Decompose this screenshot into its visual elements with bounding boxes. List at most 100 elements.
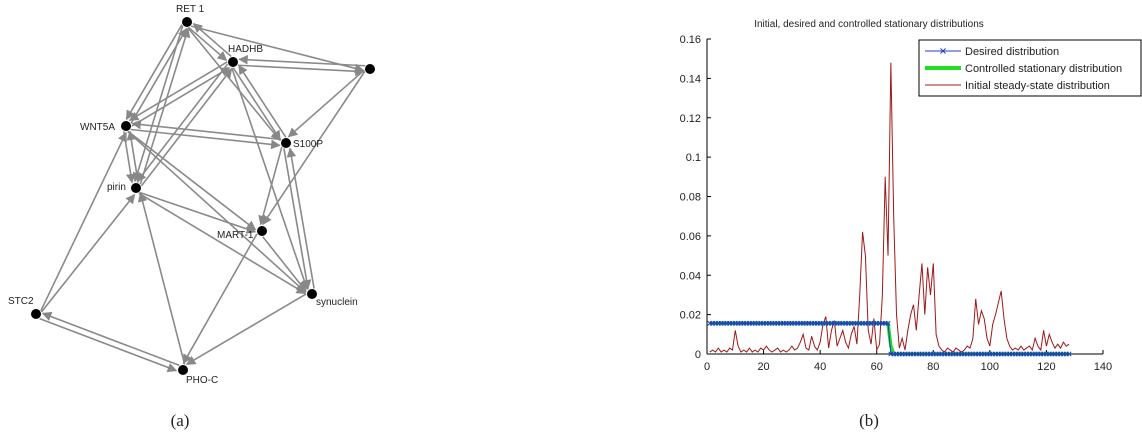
edge-hadhb-to-unlabeled <box>237 64 365 77</box>
desired-marker <box>885 320 891 326</box>
chart-series <box>707 62 1072 357</box>
legend-label: Initial steady-state distribution <box>965 80 1110 92</box>
caption-b: (b) <box>859 411 879 430</box>
edge-pirin-to-mart1 <box>139 191 257 234</box>
node-label: HADHB <box>228 44 263 55</box>
node-dot <box>131 183 141 193</box>
node-label: RET 1 <box>176 4 205 15</box>
edge-stc2-to-phoc <box>39 317 178 373</box>
edge-wnt5a-to-hadhb <box>131 66 231 127</box>
node-label: synuclein <box>316 297 358 308</box>
y-tick-label: 0.02 <box>680 310 701 322</box>
node-s100p: S100P <box>281 138 323 150</box>
legend-marker <box>940 48 946 54</box>
node-mart1: MART-1 <box>217 226 267 241</box>
edge-pirin-to-synuclein <box>138 192 307 295</box>
caption-a: (a) <box>171 411 190 430</box>
node-phoc: PHO-C <box>178 365 218 386</box>
node-pirin: pirin <box>107 182 141 193</box>
network-edges <box>39 23 366 373</box>
edge-s100p-to-wnt5a <box>131 119 282 141</box>
legend-label: Desired distribution <box>965 46 1059 58</box>
edge-phoc-to-stc2 <box>41 311 180 367</box>
edge-ret1-to-s100p <box>187 27 281 141</box>
node-stc2: STC2 <box>8 296 41 319</box>
x-tick-label: 80 <box>927 361 939 373</box>
edge-synuclein-to-phoc <box>185 293 307 366</box>
node-dot <box>178 365 188 375</box>
edge-synuclein-to-s100p <box>286 147 315 289</box>
node-dot <box>121 121 131 131</box>
edge-wnt5a-to-mart1 <box>127 130 257 231</box>
edge-hadhb-to-pirin <box>136 63 229 183</box>
edge-unlabeled-to-mart1 <box>262 71 366 226</box>
node-unlabeled <box>365 64 375 74</box>
legend-label: Controlled stationary distribution <box>965 63 1122 75</box>
desired-marker <box>1066 351 1072 357</box>
node-dot <box>182 17 192 27</box>
node-label: MART-1 <box>217 230 254 241</box>
x-tick-label: 40 <box>814 361 826 373</box>
node-label: PHO-C <box>186 375 218 386</box>
edge-unlabeled-to-hadhb <box>238 54 366 67</box>
edge-ret1-to-hadhb <box>188 26 228 61</box>
series-desired <box>709 322 1070 355</box>
x-tick-label: 20 <box>757 361 769 373</box>
edge-mart1-to-synuclein <box>262 236 307 292</box>
y-tick-label: 0.12 <box>680 113 701 125</box>
y-tick-label: 0.06 <box>680 231 701 243</box>
node-dot <box>307 289 317 299</box>
node-label: pirin <box>107 182 126 193</box>
node-dot <box>281 138 291 148</box>
edge-hadhb-to-s100p <box>232 67 281 141</box>
x-tick-label: 0 <box>704 361 710 373</box>
network-nodes: RET 1 HADHB WNT5A S100P pirin MART-1 synuclein… <box>8 4 375 386</box>
y-tick-label: 0.14 <box>680 73 701 85</box>
node-label: STC2 <box>8 296 34 307</box>
x-tick-label: 60 <box>871 361 883 373</box>
node-label: WNT5A <box>80 122 115 133</box>
edge-mart1-to-phoc <box>182 233 258 365</box>
desired-markers <box>707 320 1072 357</box>
edge-hadhb-to-wnt5a <box>128 61 228 122</box>
edge-s100p-to-synuclein <box>283 148 312 290</box>
legend-item-initial-steady-state-distribution: Initial steady-state distribution <box>925 80 1110 92</box>
edge-s100p-to-hadhb <box>238 64 287 138</box>
node-hadhb: HADHB <box>228 44 263 67</box>
legend-item-controlled-stationary-distribution: Controlled stationary distribution <box>925 63 1122 75</box>
y-tick-label: 0.08 <box>680 192 701 204</box>
line-chart: Initial, desired and controlled stationa… <box>680 19 1142 373</box>
edge-wnt5a-to-synuclein <box>127 130 307 293</box>
node-wnt5a: WNT5A <box>80 121 131 133</box>
x-tick-label: 120 <box>1037 361 1055 373</box>
chart-axes: 0 20 40 60 80 100 120 140 0 0.02 0.04 0.06 0.08 0.1 0.… <box>680 34 1113 373</box>
edge-pirin-to-hadhb <box>140 67 233 187</box>
node-dot <box>31 309 41 319</box>
x-tick-label: 100 <box>981 361 999 373</box>
chart-title: Initial, desired and controlled stationa… <box>754 19 984 30</box>
legend-item-desired-distribution: Desired distribution <box>925 46 1059 58</box>
edge-stc2-to-wnt5a <box>40 131 127 312</box>
node-dot <box>228 57 238 67</box>
y-tick-label: 0 <box>695 349 701 361</box>
edge-pirin-to-wnt5a <box>126 130 139 183</box>
edge-unlabeled-to-s100p <box>287 69 365 138</box>
edge-ret1-to-wnt5a <box>125 24 183 121</box>
y-tick-label: 0.16 <box>680 34 701 46</box>
series-initial-steady-state <box>709 62 1070 353</box>
edge-ret1-to-unlabeled <box>190 25 365 73</box>
x-tick-label: 140 <box>1094 361 1112 373</box>
edge-wnt5a-to-s100p <box>130 128 281 150</box>
node-ret1: RET 1 <box>176 4 205 27</box>
edge-stc2-to-pirin <box>40 193 136 313</box>
network-graph: RET 1 HADHB WNT5A S100P pirin MART-1 synuclein… <box>8 4 375 386</box>
node-synuclein: synuclein <box>307 289 358 308</box>
node-dot <box>365 64 375 74</box>
y-tick-label: 0.1 <box>686 152 701 164</box>
node-label: S100P <box>293 139 323 150</box>
chart-legend: Desired distribution Controlled stationar… <box>918 39 1142 97</box>
node-dot <box>257 226 267 236</box>
edge-phoc-to-pirin <box>137 192 186 365</box>
y-tick-label: 0.04 <box>680 270 701 282</box>
